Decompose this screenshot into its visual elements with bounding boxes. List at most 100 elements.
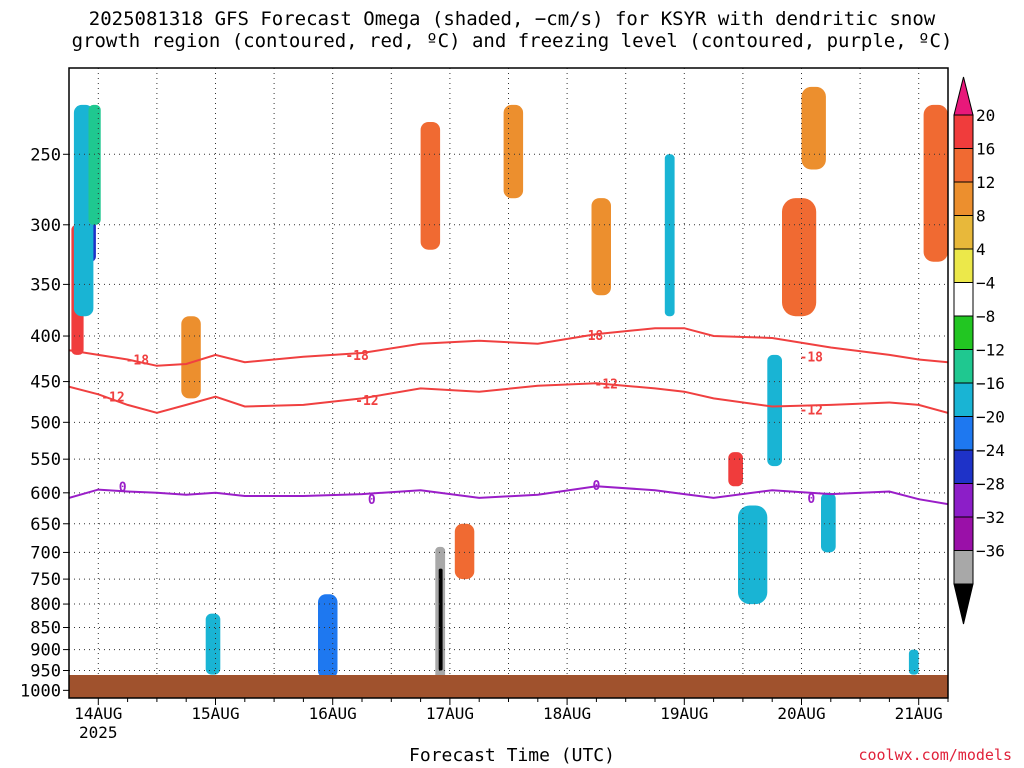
y-tick-label: 700 <box>30 543 61 563</box>
colorbar-label: 16 <box>976 140 995 159</box>
y-tick-label: 950 <box>30 662 61 682</box>
colorbar-segment <box>953 282 974 317</box>
y-tick-label: 600 <box>30 484 61 504</box>
x-tick-label: 20AUG <box>777 704 825 723</box>
contour-label: -18 <box>345 349 369 364</box>
colorbar-segment <box>953 215 974 250</box>
contour-label: -18 <box>800 351 824 366</box>
omega-cell <box>318 594 338 679</box>
omega-cell <box>728 452 743 487</box>
colorbar-label: −36 <box>976 542 1005 561</box>
ground-band <box>69 675 948 698</box>
y-tick-label: 450 <box>30 373 61 393</box>
omega-cell <box>738 505 768 605</box>
colorbar-segment <box>953 181 974 216</box>
contour-label: -18 <box>580 329 604 344</box>
colorbar-label: −8 <box>976 307 995 326</box>
colorbar-segment <box>953 550 974 585</box>
x-tick-year: 2025 <box>79 723 118 742</box>
colorbar-bottom-arrow <box>953 583 974 625</box>
omega-cell <box>205 613 221 675</box>
x-tick-label: 14AUG <box>74 704 122 723</box>
colorbar-label: 12 <box>976 173 995 192</box>
colorbar-segment <box>953 248 974 283</box>
contour-lines: -18 -18 -18 -18 -12 -12 -12 -12 0 0 0 0 <box>69 327 948 508</box>
y-tick-label: 550 <box>30 450 61 470</box>
y-tick-label: 750 <box>30 570 61 590</box>
colorbar-segment <box>953 349 974 384</box>
colorbar-label: −20 <box>976 408 1005 427</box>
x-axis: 14AUG 15AUG 16AUG 17AUG 18AUG 19AUG 20AUG 21AUG… <box>74 698 949 742</box>
x-axis-label: Forecast Time (UTC) <box>409 745 615 766</box>
contour-label: 0 <box>368 493 376 508</box>
contour-label: -12 <box>101 391 124 406</box>
x-tick-label: 18AUG <box>543 704 591 723</box>
colorbar-label: −32 <box>976 508 1005 527</box>
omega-cell <box>181 316 201 399</box>
colorbar-label: −28 <box>976 475 1005 494</box>
omega-cell <box>664 154 675 317</box>
contour-line <box>69 485 948 506</box>
contour-label: -12 <box>800 404 823 419</box>
y-tick-label: 850 <box>30 618 61 638</box>
y-tick-label: 500 <box>30 413 61 433</box>
colorbar-segment <box>953 382 974 417</box>
contour-line <box>69 327 948 367</box>
x-tick-label: 19AUG <box>660 704 708 723</box>
colorbar-segment <box>953 449 974 484</box>
colorbar-segment <box>953 148 974 183</box>
omega-cell <box>420 122 441 250</box>
omega-cell <box>821 492 836 553</box>
colorbar-top-arrow <box>953 76 974 116</box>
colorbar-label: −12 <box>976 341 1005 360</box>
y-axis: 250 300 350 400 450 500 550 600 650 700 750 800 850 9… <box>20 145 69 701</box>
omega-cell <box>767 354 782 467</box>
colorbar: 20 16 12 8 4 −4 −8 −12 −16 −20 −24 −28 −32 −36 <box>953 76 1005 625</box>
omega-cell <box>591 198 611 296</box>
colorbar-segment <box>953 516 974 551</box>
chart-title-line-2: growth region (contoured, red, ºC) and f… <box>71 30 953 52</box>
y-tick-label: 250 <box>30 145 61 165</box>
contour-label: -18 <box>126 353 150 368</box>
contour-label: -12 <box>355 394 378 409</box>
y-tick-label: 800 <box>30 595 61 615</box>
colorbar-segment <box>953 483 974 518</box>
contour-line <box>69 382 948 414</box>
omega-cell <box>782 198 817 317</box>
colorbar-segment <box>953 315 974 350</box>
contour-label: 0 <box>807 492 815 507</box>
y-tick-label: 350 <box>30 275 61 295</box>
colorbar-label: −16 <box>976 374 1005 393</box>
grid-lines <box>69 68 948 698</box>
chart-title-line-1: 2025081318 GFS Forecast Omega (shaded, −… <box>88 8 936 30</box>
y-tick-label: 650 <box>30 515 61 535</box>
colorbar-label: 8 <box>976 207 986 226</box>
omega-cell <box>503 104 524 199</box>
y-tick-label: 400 <box>30 327 61 347</box>
omega-cell <box>454 523 475 580</box>
x-tick-label: 21AUG <box>895 704 943 723</box>
y-tick-label: 1000 <box>20 681 61 701</box>
colorbar-segment <box>953 114 974 149</box>
omega-cell <box>923 104 948 262</box>
omega-cell <box>88 104 101 225</box>
x-tick-label: 16AUG <box>309 704 357 723</box>
colorbar-segment <box>953 416 974 451</box>
credit-text: coolwx.com/models <box>858 746 1012 764</box>
x-tick-label: 15AUG <box>191 704 239 723</box>
y-tick-label: 300 <box>30 216 61 236</box>
colorbar-label: −4 <box>976 274 995 293</box>
contour-label: 0 <box>119 480 127 495</box>
y-tick-label: 900 <box>30 641 61 661</box>
colorbar-label: −24 <box>976 441 1005 460</box>
shaded-cells <box>71 86 948 681</box>
contour-label: -12 <box>594 377 617 392</box>
contour-label: 0 <box>592 479 600 494</box>
omega-cell <box>908 649 919 675</box>
omega-cell <box>438 568 443 671</box>
colorbar-label: 4 <box>976 240 986 259</box>
omega-cell <box>801 86 826 170</box>
colorbar-label: 20 <box>976 106 995 125</box>
x-tick-label: 17AUG <box>426 704 474 723</box>
